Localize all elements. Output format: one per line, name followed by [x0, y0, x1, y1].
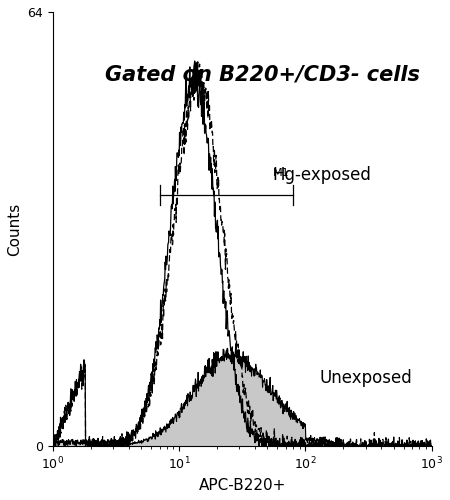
Y-axis label: Counts: Counts — [7, 202, 22, 256]
Text: Hg-exposed: Hg-exposed — [273, 166, 372, 184]
Text: Gated on B220+/CD3- cells: Gated on B220+/CD3- cells — [105, 64, 420, 84]
Text: M1: M1 — [273, 168, 289, 178]
Text: Unexposed: Unexposed — [320, 370, 413, 388]
X-axis label: APC-B220+: APC-B220+ — [198, 478, 286, 493]
